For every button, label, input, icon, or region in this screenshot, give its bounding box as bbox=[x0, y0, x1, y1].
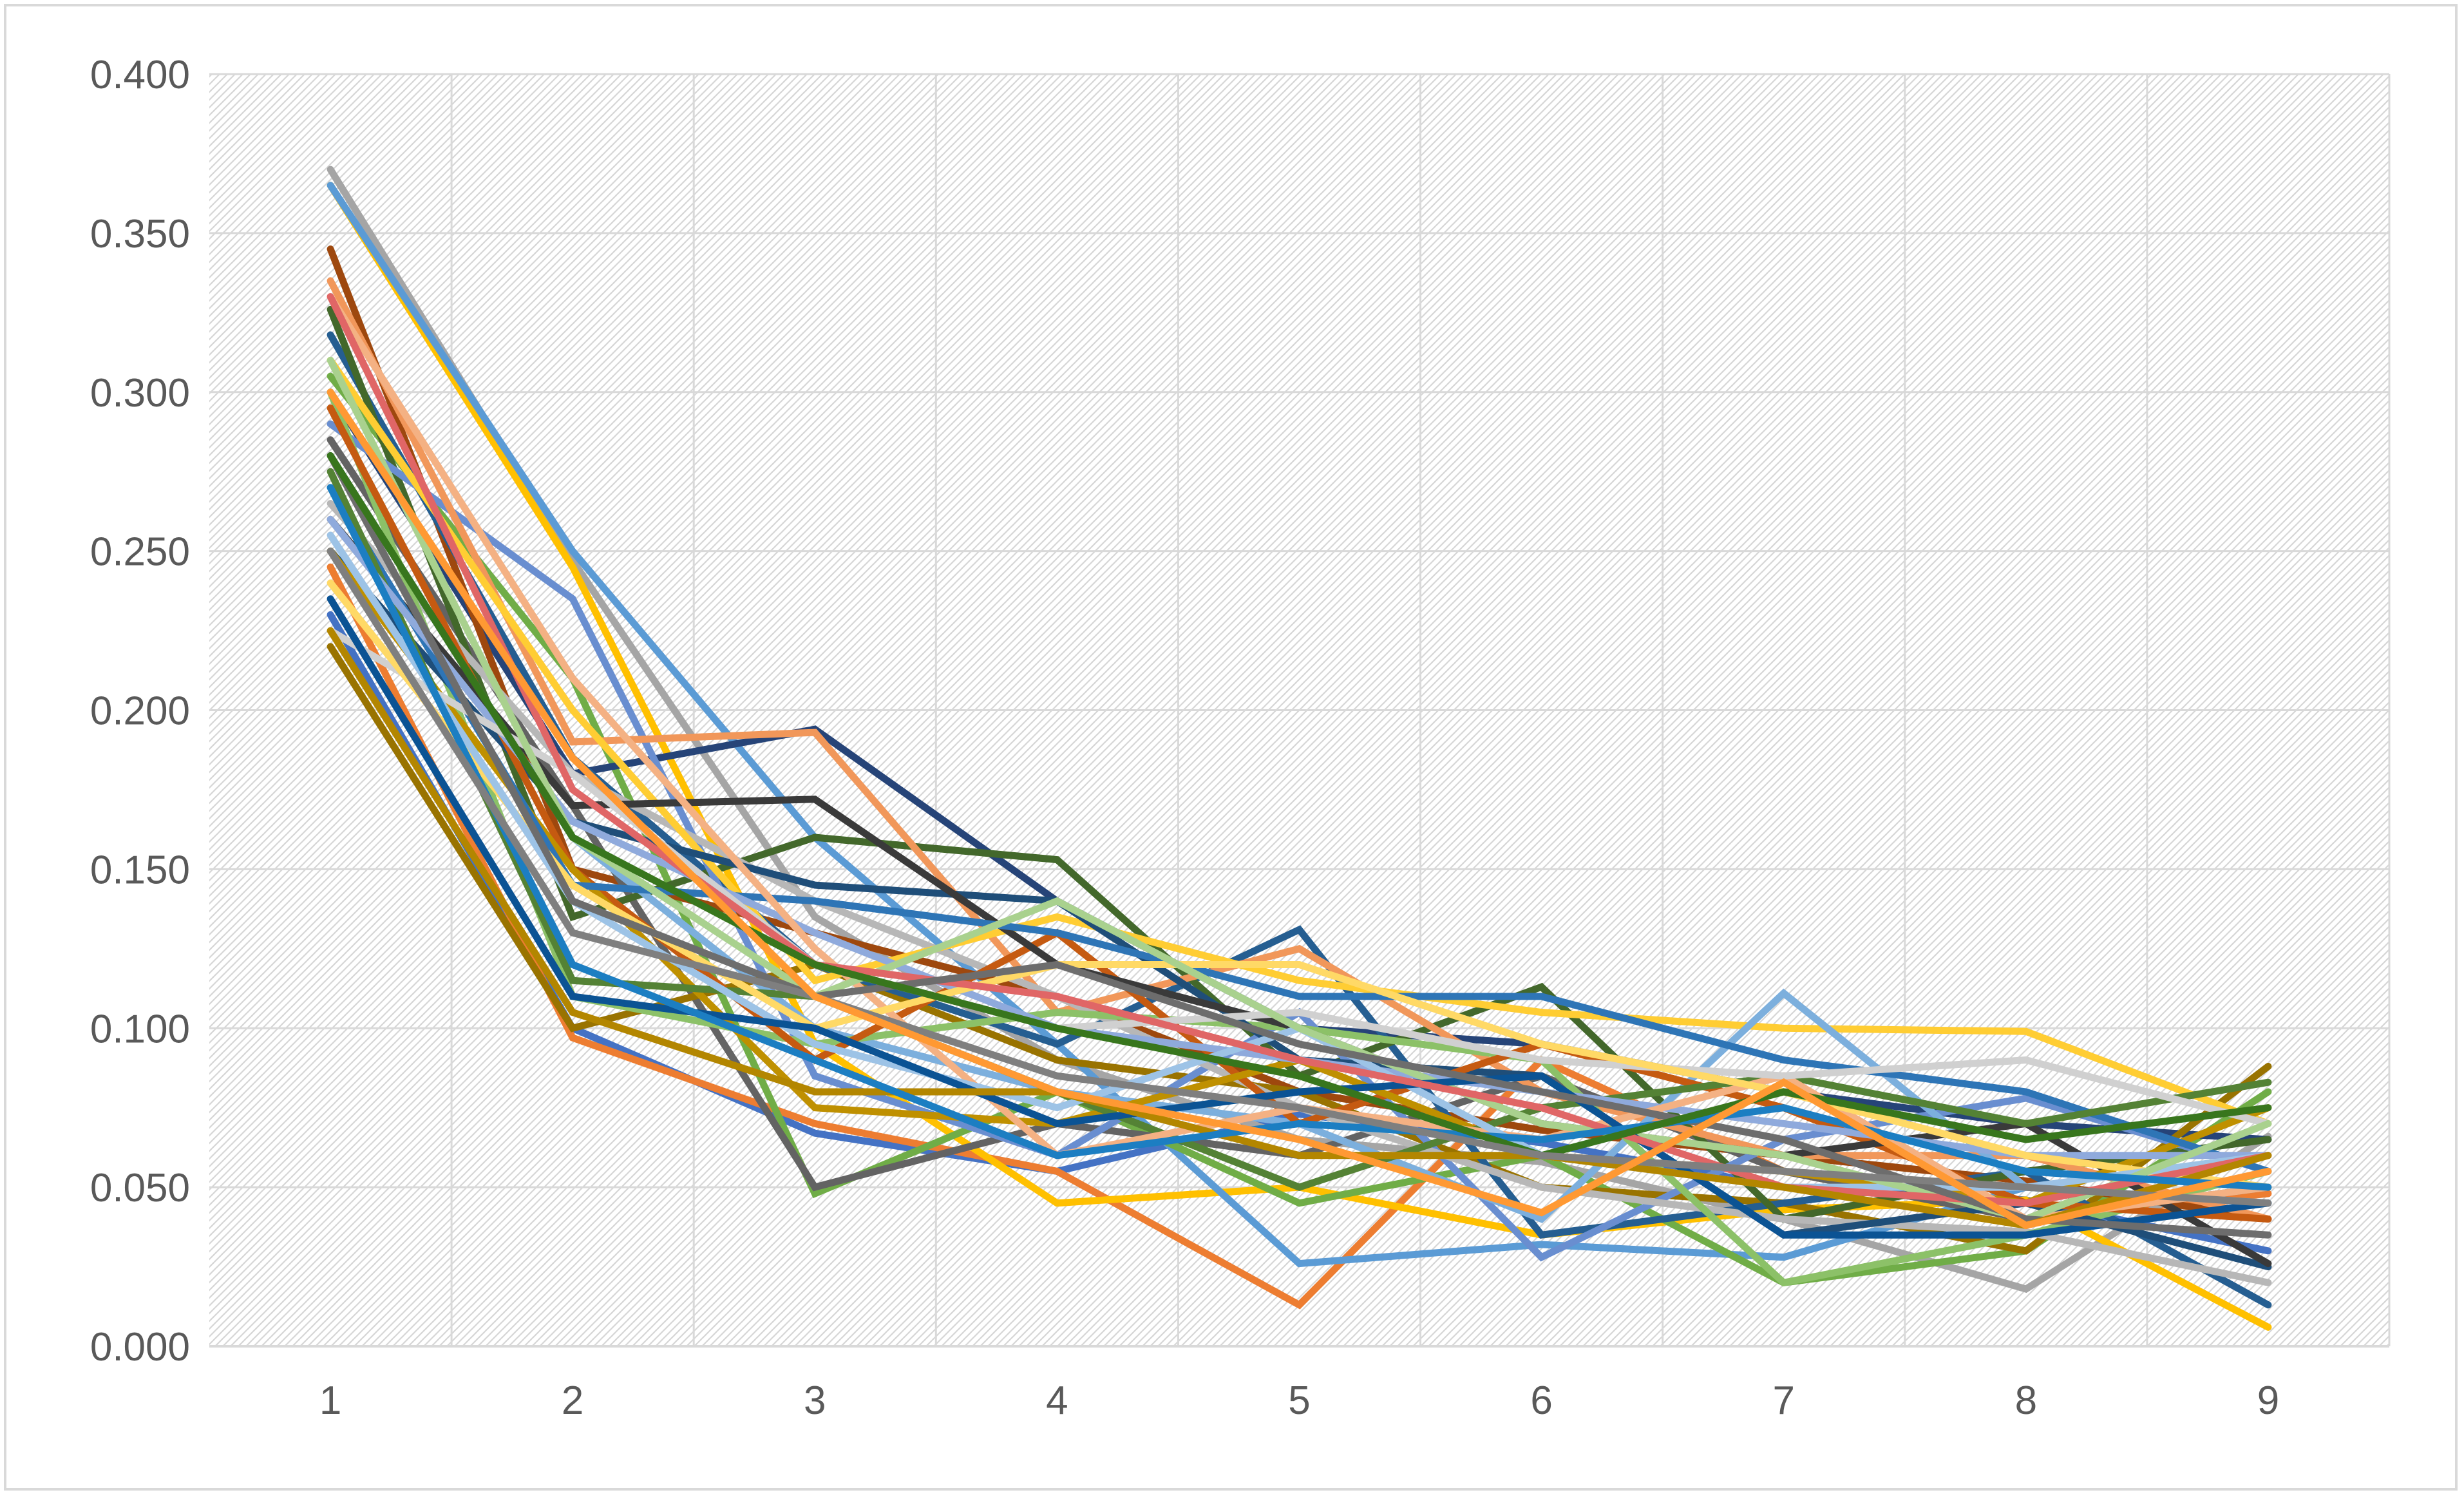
y-tick-label: 0.200 bbox=[90, 689, 190, 734]
series-line bbox=[327, 548, 2272, 1207]
series-line bbox=[327, 388, 2272, 1230]
series-line bbox=[327, 468, 2272, 1191]
series-line bbox=[327, 484, 2272, 1191]
x-tick-label: 5 bbox=[1288, 1378, 1310, 1423]
y-tick-label: 0.350 bbox=[90, 212, 190, 256]
series-line bbox=[327, 595, 2272, 1239]
x-tick-label: 7 bbox=[1772, 1378, 1794, 1423]
y-tick-label: 0.150 bbox=[90, 848, 190, 892]
series-line bbox=[327, 293, 2272, 1207]
series-line bbox=[327, 277, 2272, 1223]
y-tick-label: 0.300 bbox=[90, 371, 190, 415]
x-tick-label: 1 bbox=[319, 1378, 341, 1423]
y-tick-label: 0.400 bbox=[90, 53, 190, 97]
x-tick-label: 3 bbox=[804, 1378, 826, 1423]
gridlines bbox=[209, 73, 2391, 1346]
series-line bbox=[327, 452, 2272, 1239]
x-tick-label: 4 bbox=[1046, 1378, 1068, 1423]
x-tick-label: 9 bbox=[2257, 1378, 2279, 1423]
x-tick-label: 8 bbox=[2015, 1378, 2037, 1423]
series-lines bbox=[327, 166, 2272, 1331]
series-line bbox=[327, 452, 2272, 1159]
x-tick-label: 6 bbox=[1530, 1378, 1552, 1423]
y-tick-label: 0.250 bbox=[90, 530, 190, 575]
y-tick-label: 0.000 bbox=[90, 1325, 190, 1369]
tick-labels: 0.000 0.050 0.100 0.150 0.200 0.250 0.300 0.350… bbox=[90, 53, 2279, 1423]
y-tick-label: 0.100 bbox=[90, 1007, 190, 1051]
y-tick-label: 0.050 bbox=[90, 1166, 190, 1210]
x-tick-label: 2 bbox=[562, 1378, 583, 1423]
series-line bbox=[327, 627, 2272, 1230]
